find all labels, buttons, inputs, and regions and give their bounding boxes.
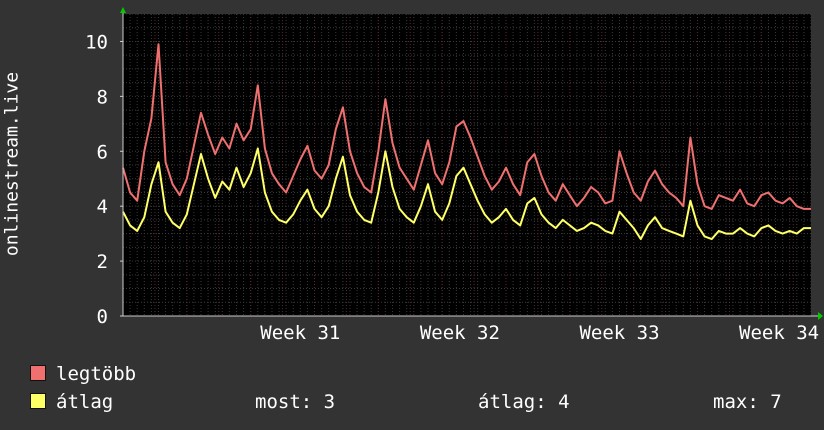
x-tick-label: Week 31	[260, 322, 340, 344]
y-tick-label: 2	[97, 251, 108, 273]
stat-max: max: 7	[713, 391, 782, 413]
gridlines	[122, 13, 812, 317]
series-line-atlag	[122, 147, 811, 241]
legend-label-atlag: átlag	[56, 391, 114, 413]
legend-swatch-legtobb	[30, 365, 46, 381]
x-tick-label: Week 33	[579, 322, 659, 344]
legend-label-legtobb: legtöbb	[56, 363, 137, 385]
plot-area	[123, 14, 811, 316]
y-tick-label: 4	[97, 196, 108, 218]
legend-entry-atlag: átlag	[30, 391, 113, 413]
x-tick-label: Week 32	[420, 322, 500, 344]
y-tick-label: 8	[97, 86, 108, 108]
series-lines	[122, 43, 811, 241]
y-tick-label: 6	[97, 141, 108, 163]
legend-entry-legtobb: legtöbb	[30, 363, 136, 385]
stat-average: átlag: 4	[478, 391, 570, 413]
y-tick-label: 0	[97, 306, 108, 328]
x-axis-ticks: Week 31 Week 32 Week 33 Week 34	[260, 322, 819, 344]
y-axis-ticks: 0 2 4 6 8 10	[85, 31, 123, 328]
y-axis-label: onlinestream.live	[1, 71, 23, 257]
x-tick-label: Week 34	[739, 322, 819, 344]
y-axis-label-wrap: onlinestream.live	[0, 0, 24, 320]
y-axis-arrow-icon	[120, 7, 126, 13]
series-line-legtobb	[122, 43, 811, 210]
y-tick-label: 10	[85, 31, 108, 53]
stat-now: most: 3	[255, 391, 336, 413]
x-axis-arrow-icon	[818, 312, 823, 320]
legend-swatch-atlag	[30, 393, 46, 409]
